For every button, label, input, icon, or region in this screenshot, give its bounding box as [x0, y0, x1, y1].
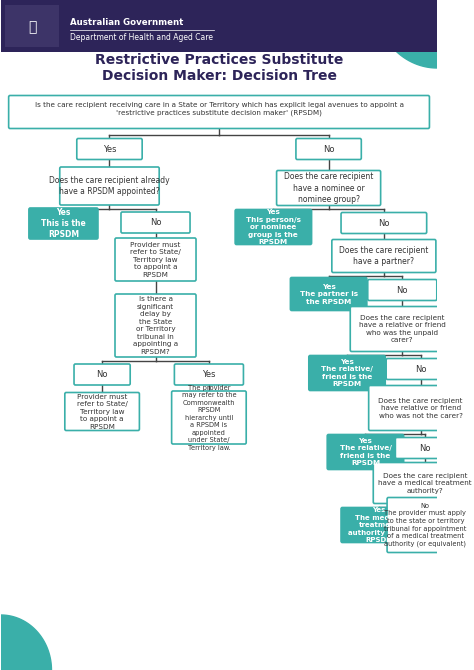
Text: No: No [150, 218, 161, 227]
Bar [1, 0, 437, 52]
Text: 🐨: 🐨 [28, 20, 36, 34]
Bar [5, 5, 59, 47]
Text: Yes
The partner is
the RPSDM: Yes The partner is the RPSDM [300, 283, 358, 304]
Text: Does the care recipient
have a medical treatment
authority?: Does the care recipient have a medical t… [378, 472, 472, 494]
FancyBboxPatch shape [9, 96, 429, 129]
Text: Does the care recipient
have a nominee or
nominee group?: Does the care recipient have a nominee o… [284, 172, 374, 204]
Text: Is there a
significant
delay by
the State
or Territory
tribunal in
appointing a
: Is there a significant delay by the Stat… [133, 296, 178, 354]
Text: Does the care recipient
have relative or friend
who was not the carer?: Does the care recipient have relative or… [378, 397, 463, 419]
Text: No: No [378, 218, 390, 228]
FancyBboxPatch shape [60, 167, 159, 205]
Text: No: No [419, 444, 431, 452]
FancyBboxPatch shape [327, 435, 404, 470]
FancyBboxPatch shape [121, 212, 190, 233]
Text: Does the care recipient
have a partner?: Does the care recipient have a partner? [339, 246, 428, 266]
Polygon shape [1, 615, 52, 670]
Text: Yes
The relative/
friend is the
RPSDM: Yes The relative/ friend is the RPSDM [321, 358, 373, 387]
Text: No: No [323, 145, 334, 153]
Text: Yes
This is the
RPSDM: Yes This is the RPSDM [41, 208, 86, 239]
Text: Department of Health and Aged Care: Department of Health and Aged Care [70, 33, 213, 42]
FancyBboxPatch shape [395, 438, 455, 458]
Text: No
The provider must apply
to the state or territory
tribunal for appointment
of: No The provider must apply to the state … [384, 503, 466, 547]
Text: Is the care recipient receiving care in a State or Territory which has explicit : Is the care recipient receiving care in … [35, 102, 403, 116]
Text: Does the care recipient already
have a RPSDM appointed?: Does the care recipient already have a R… [49, 176, 170, 196]
FancyBboxPatch shape [174, 364, 244, 385]
FancyBboxPatch shape [74, 364, 130, 385]
Text: The provider
may refer to the
Commonwealth
RPSDM
hierarchy until
a RPSDM is
appo: The provider may refer to the Commonweal… [182, 385, 236, 450]
FancyBboxPatch shape [291, 277, 367, 310]
FancyBboxPatch shape [350, 306, 454, 352]
Text: Yes
This person/s
or nominee
group is the
RPSDM: Yes This person/s or nominee group is th… [246, 209, 301, 245]
Text: Australian Government: Australian Government [70, 17, 183, 27]
FancyBboxPatch shape [77, 139, 142, 159]
FancyBboxPatch shape [65, 393, 139, 431]
Text: Yes
The relative/
friend is the
RPSDM: Yes The relative/ friend is the RPSDM [339, 438, 392, 466]
FancyBboxPatch shape [235, 210, 311, 245]
FancyBboxPatch shape [341, 212, 427, 234]
FancyBboxPatch shape [29, 208, 98, 239]
FancyBboxPatch shape [296, 139, 361, 159]
FancyBboxPatch shape [373, 462, 474, 503]
FancyBboxPatch shape [277, 170, 381, 206]
FancyBboxPatch shape [115, 238, 196, 281]
Text: Yes: Yes [202, 370, 216, 379]
Text: Provider must
refer to State/
Territory law
to appoint a
RPSDM: Provider must refer to State/ Territory … [77, 393, 128, 429]
Text: Restrictive Practices Substitute
Decision Maker: Decision Tree: Restrictive Practices Substitute Decisio… [95, 53, 343, 83]
FancyBboxPatch shape [172, 391, 246, 444]
FancyBboxPatch shape [309, 356, 385, 391]
Text: No: No [397, 285, 408, 295]
FancyBboxPatch shape [368, 279, 437, 301]
Text: Yes: Yes [103, 145, 116, 153]
FancyBboxPatch shape [387, 498, 464, 553]
FancyBboxPatch shape [115, 294, 196, 357]
Text: Yes
The medical
treatment
authority is the
RPSDM: Yes The medical treatment authority is t… [348, 507, 410, 543]
FancyBboxPatch shape [386, 358, 455, 379]
Text: No: No [415, 364, 427, 373]
Text: Provider must
refer to State/
Territory law
to appoint a
RPSDM: Provider must refer to State/ Territory … [130, 241, 181, 277]
FancyBboxPatch shape [369, 385, 473, 431]
FancyBboxPatch shape [341, 507, 418, 543]
Polygon shape [374, 0, 437, 68]
Text: No: No [96, 370, 108, 379]
FancyBboxPatch shape [332, 239, 436, 273]
Text: Does the care recipient
have a relative or friend
who was the unpaid
carer?: Does the care recipient have a relative … [359, 315, 446, 343]
